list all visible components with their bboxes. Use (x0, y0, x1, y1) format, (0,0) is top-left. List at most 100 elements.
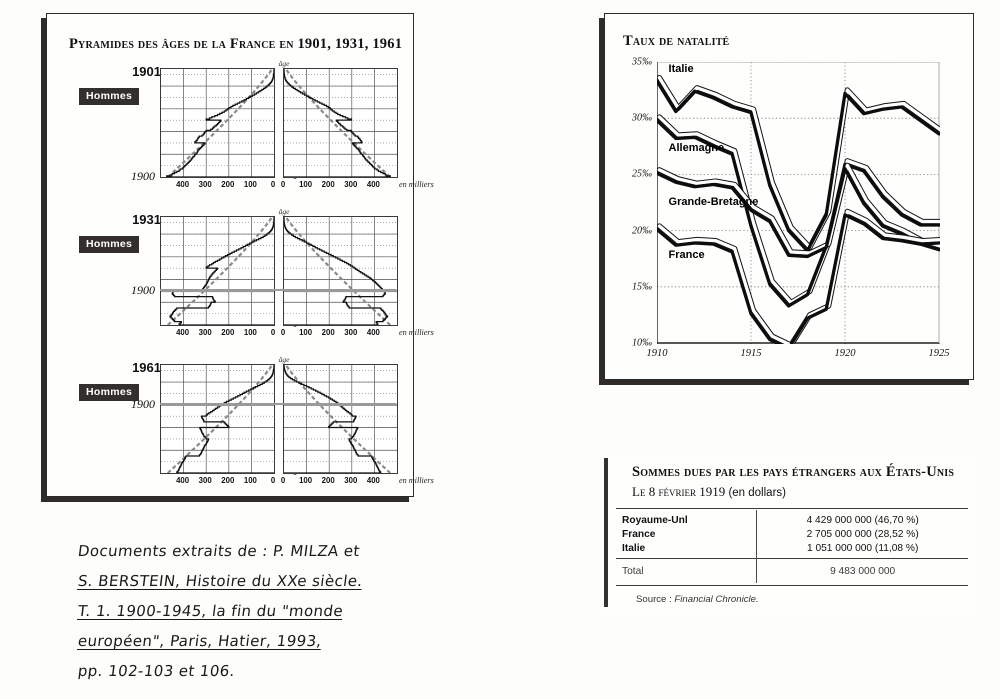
cohort-1900-rule (160, 288, 396, 292)
x-tick-100: 100 (243, 476, 257, 485)
units-note: en milliers (399, 476, 434, 485)
x-tick-100: 100 (299, 180, 313, 189)
table-row: Italie 1 051 000 000 (11,08 %) (616, 541, 968, 560)
cohort-1900-rule (160, 402, 396, 405)
pyramid-plot-men-1961 (160, 364, 275, 474)
x-tick-400: 400 (366, 180, 380, 189)
x-tick-300: 300 (344, 180, 358, 189)
series-france (657, 208, 940, 344)
x-tick-0: 0 (270, 328, 276, 337)
series-label-italie: Italie (668, 62, 694, 75)
age-axis-caption: âge (278, 59, 290, 68)
table-row: France 2 705 000 000 (28,52 %) (616, 527, 968, 542)
pyramid-year-label-1901: 1901 (132, 64, 161, 79)
x-tick-100: 100 (243, 328, 257, 337)
natalite-x-tick-1925: 1925 (928, 348, 950, 359)
handwritten-line-2: S. BERSTEIN, Histoire du XXe siècle. (76, 572, 364, 590)
cohort-1900-label: 1900 (131, 169, 155, 183)
natalite-y-tick-15: 15‰ (632, 281, 652, 293)
pyramides-title: Pyramides des âges de la France en 1901,… (69, 36, 403, 52)
figure-sommes-dues: Sommes dues par les pays étrangers aux É… (604, 458, 976, 618)
left-accent-bar (604, 458, 608, 607)
table-rule-top (616, 508, 968, 509)
series-label-france: France (668, 249, 705, 262)
pyramid-year-label-1961: 1961 (132, 360, 161, 375)
x-tick-0: 0 (270, 180, 276, 189)
source-prefix: Source : (636, 594, 675, 605)
x-tick-0: 0 (270, 476, 276, 485)
handwritten-line-4: européen", Paris, Hatier, 1993, (76, 632, 323, 650)
x-tick-100: 100 (299, 328, 313, 337)
dettes-subtitle: Le 8 février 1919 (en dollars) (632, 484, 786, 500)
x-tick-400: 400 (366, 476, 380, 485)
pyramid-panel-1961: 1961HommesFemmes1900âge01020304050607080… (47, 355, 434, 498)
natalite-x-tick-1920: 1920 (834, 348, 856, 359)
series-label-grande-bretagne: Grande-Bretagne (668, 195, 759, 208)
x-tick-300: 300 (198, 180, 212, 189)
pyramid-plot-men-1931 (160, 216, 275, 326)
figure-taux-de-natalite: Taux de natalité 10‰ 15‰ 20‰ 25‰ 30‰ 35‰ 1910 1… (604, 13, 974, 380)
pyramid-plot-men-1901 (160, 68, 275, 178)
dettes-title: Sommes dues par les pays étrangers aux É… (632, 464, 955, 480)
series-allemagne (657, 114, 940, 308)
dettes-subtitle-unit: (en dollars) (728, 487, 786, 499)
row-amount: 4 429 000 000 (46,70 %) (806, 515, 919, 526)
natalite-y-tick-35: 35‰ (632, 56, 652, 68)
pyramid-year-label-1931: 1931 (132, 212, 161, 227)
dettes-table: Royaume-Unl 4 429 000 000 (46,70 %) France… (616, 510, 968, 583)
table-rule-bottom (616, 585, 968, 586)
pyramid-panel-1901: 1901HommesFemmes1900âge01020304050607080… (47, 59, 434, 202)
x-tick-0: 0 (280, 328, 286, 337)
units-note: en milliers (399, 328, 434, 337)
row-country: Italie (616, 541, 758, 560)
x-tick-100: 100 (243, 180, 257, 189)
pyramid-panel-1931: 1931HommesFemmes1900âge01020304050607080… (47, 207, 434, 350)
handwritten-line-1: Documents extraits de : P. MILZA et (76, 542, 361, 560)
x-tick-300: 300 (344, 476, 358, 485)
natalite-plot-area: 10‰ 15‰ 20‰ 25‰ 30‰ 35‰ 1910 1915 1920 1925 Italie… (632, 57, 950, 360)
natalite-x-tick-1915: 1915 (740, 348, 762, 359)
x-tick-200: 200 (321, 180, 335, 189)
pyramid-plot-women-1931 (283, 216, 398, 326)
row-amount: 2 705 000 000 (28,52 %) (806, 529, 919, 540)
x-tick-400: 400 (176, 180, 190, 189)
pyramid-plot-women-1961 (283, 364, 398, 474)
cohort-1900-label: 1900 (131, 282, 155, 297)
row-amount: 1 051 000 000 (11,08 %) (806, 543, 919, 554)
pyramid-plot-women-1901 (283, 68, 398, 178)
source-name: Financial Chronicle. (674, 594, 759, 605)
row-country: France (616, 527, 758, 542)
x-tick-300: 300 (198, 328, 212, 337)
men-badge: Hommes (79, 88, 140, 105)
table-row: Royaume-Unl 4 429 000 000 (46,70 %) (616, 510, 968, 528)
series-grande-bretagne (657, 162, 940, 259)
natalite-svg (657, 62, 940, 344)
cohort-1900-label: 1900 (131, 396, 155, 411)
x-tick-300: 300 (344, 328, 358, 337)
handwritten-line-3: T. 1. 1900-1945, la fin du "monde (76, 602, 345, 620)
dettes-subtitle-date: Le 8 février 1919 (632, 484, 726, 499)
natalite-y-tick-30: 30‰ (632, 112, 652, 124)
table-rule-middle (616, 558, 968, 559)
series-italie (657, 75, 940, 253)
natalite-y-tick-10: 10‰ (632, 337, 652, 349)
x-tick-200: 200 (221, 180, 235, 189)
age-axis-caption: âge (278, 207, 290, 216)
x-tick-400: 400 (176, 476, 190, 485)
natalite-x-tick-1910: 1910 (646, 348, 668, 359)
dettes-source: Source : Financial Chronicle. (636, 594, 759, 605)
x-tick-200: 200 (321, 476, 335, 485)
x-tick-0: 0 (280, 476, 286, 485)
men-badge: Hommes (79, 384, 140, 401)
x-tick-200: 200 (221, 476, 235, 485)
x-tick-0: 0 (280, 180, 286, 189)
figure-pyramides-des-ages: Pyramides des âges de la France en 1901,… (46, 13, 434, 498)
x-tick-100: 100 (299, 476, 313, 485)
natalite-title: Taux de natalité (623, 33, 730, 49)
units-note: en milliers (399, 180, 434, 189)
handwritten-line-5: pp. 102-103 et 106. (76, 662, 237, 680)
handwritten-source-note: Documents extraits de : P. MILZA et S. BE… (76, 536, 498, 686)
series-label-allemagne: Allemagne (668, 141, 725, 154)
x-tick-200: 200 (221, 328, 235, 337)
x-tick-300: 300 (198, 476, 212, 485)
